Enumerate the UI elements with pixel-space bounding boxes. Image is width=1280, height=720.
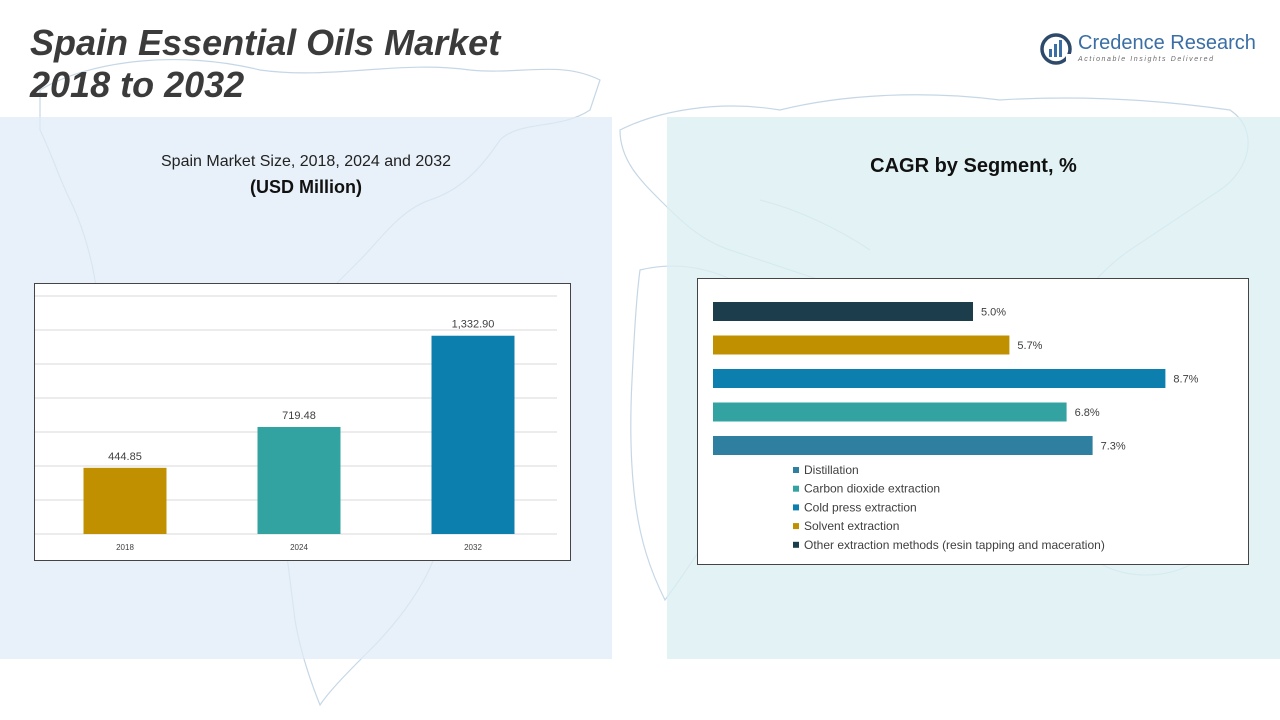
legend-swatch-1: [793, 485, 799, 492]
legend-swatch-2: [793, 504, 799, 511]
cagr-label-0: 5.0%: [981, 307, 1006, 319]
logo-name: Credence Research: [1078, 32, 1256, 54]
x-tick-2024: 2024: [290, 543, 308, 552]
legend-entry-4: Other extraction methods (resin tapping …: [804, 538, 1105, 552]
page-title-line1: Spain Essential Oils Market: [30, 22, 501, 63]
legend-swatch-4: [793, 541, 799, 548]
company-logo: Credence Research Actionable Insights De…: [1040, 30, 1260, 70]
market-size-bar-chart: 444.85 2018 719.48 2024 1,332.90 2032: [35, 295, 557, 552]
legend-swatch-0: [793, 467, 799, 473]
legend-entry-2: Cold press extraction: [804, 500, 917, 514]
data-label-2032: 1,332.90: [452, 319, 495, 331]
market-size-unit: (USD Million): [250, 177, 362, 197]
cagr-bar-1: [713, 335, 1010, 355]
data-label-2018: 444.85: [108, 451, 142, 463]
page-title-line2: 2018 to 2032: [30, 64, 245, 105]
x-tick-2018: 2018: [116, 543, 134, 552]
legend-entry-3: Solvent extraction: [804, 519, 899, 533]
cagr-label-3: 6.8%: [1075, 407, 1100, 419]
bar-2018: [83, 467, 167, 534]
page-title: Spain Essential Oils Market 2018 to 2032: [30, 22, 590, 106]
legend-entry-0: Distillation: [804, 463, 859, 477]
cagr-chart-frame: 5.0% 5.7% 8.7% 6.8% 7.3% Distillation Carbon d…: [697, 278, 1249, 565]
cagr-label-2: 8.7%: [1173, 374, 1198, 386]
cagr-horizontal-bar-chart: 5.0% 5.7% 8.7% 6.8% 7.3% Distillation Carbon d…: [713, 302, 1199, 552]
cagr-title: CAGR by Segment, %: [870, 155, 1077, 177]
bar-2032: [431, 335, 515, 534]
bar-2024: [257, 426, 341, 534]
market-size-chart-frame: 444.85 2018 719.48 2024 1,332.90 2032: [34, 283, 571, 561]
cagr-bar-2: [713, 369, 1166, 388]
logo-tagline: Actionable Insights Delivered: [1078, 56, 1215, 63]
cagr-bar-0: [713, 302, 973, 321]
cagr-bar-4: [713, 436, 1093, 455]
legend-swatch-3: [793, 523, 799, 530]
logo-icon: [1040, 33, 1074, 65]
cagr-label-1: 5.7%: [1017, 340, 1042, 352]
market-size-subtitle: Spain Market Size, 2018, 2024 and 2032: [161, 153, 451, 170]
x-tick-2032: 2032: [464, 543, 482, 552]
cagr-label-4: 7.3%: [1101, 441, 1126, 453]
cagr-bar-3: [713, 402, 1067, 422]
legend-entry-1: Carbon dioxide extraction: [804, 482, 940, 496]
data-label-2024: 719.48: [282, 410, 316, 422]
